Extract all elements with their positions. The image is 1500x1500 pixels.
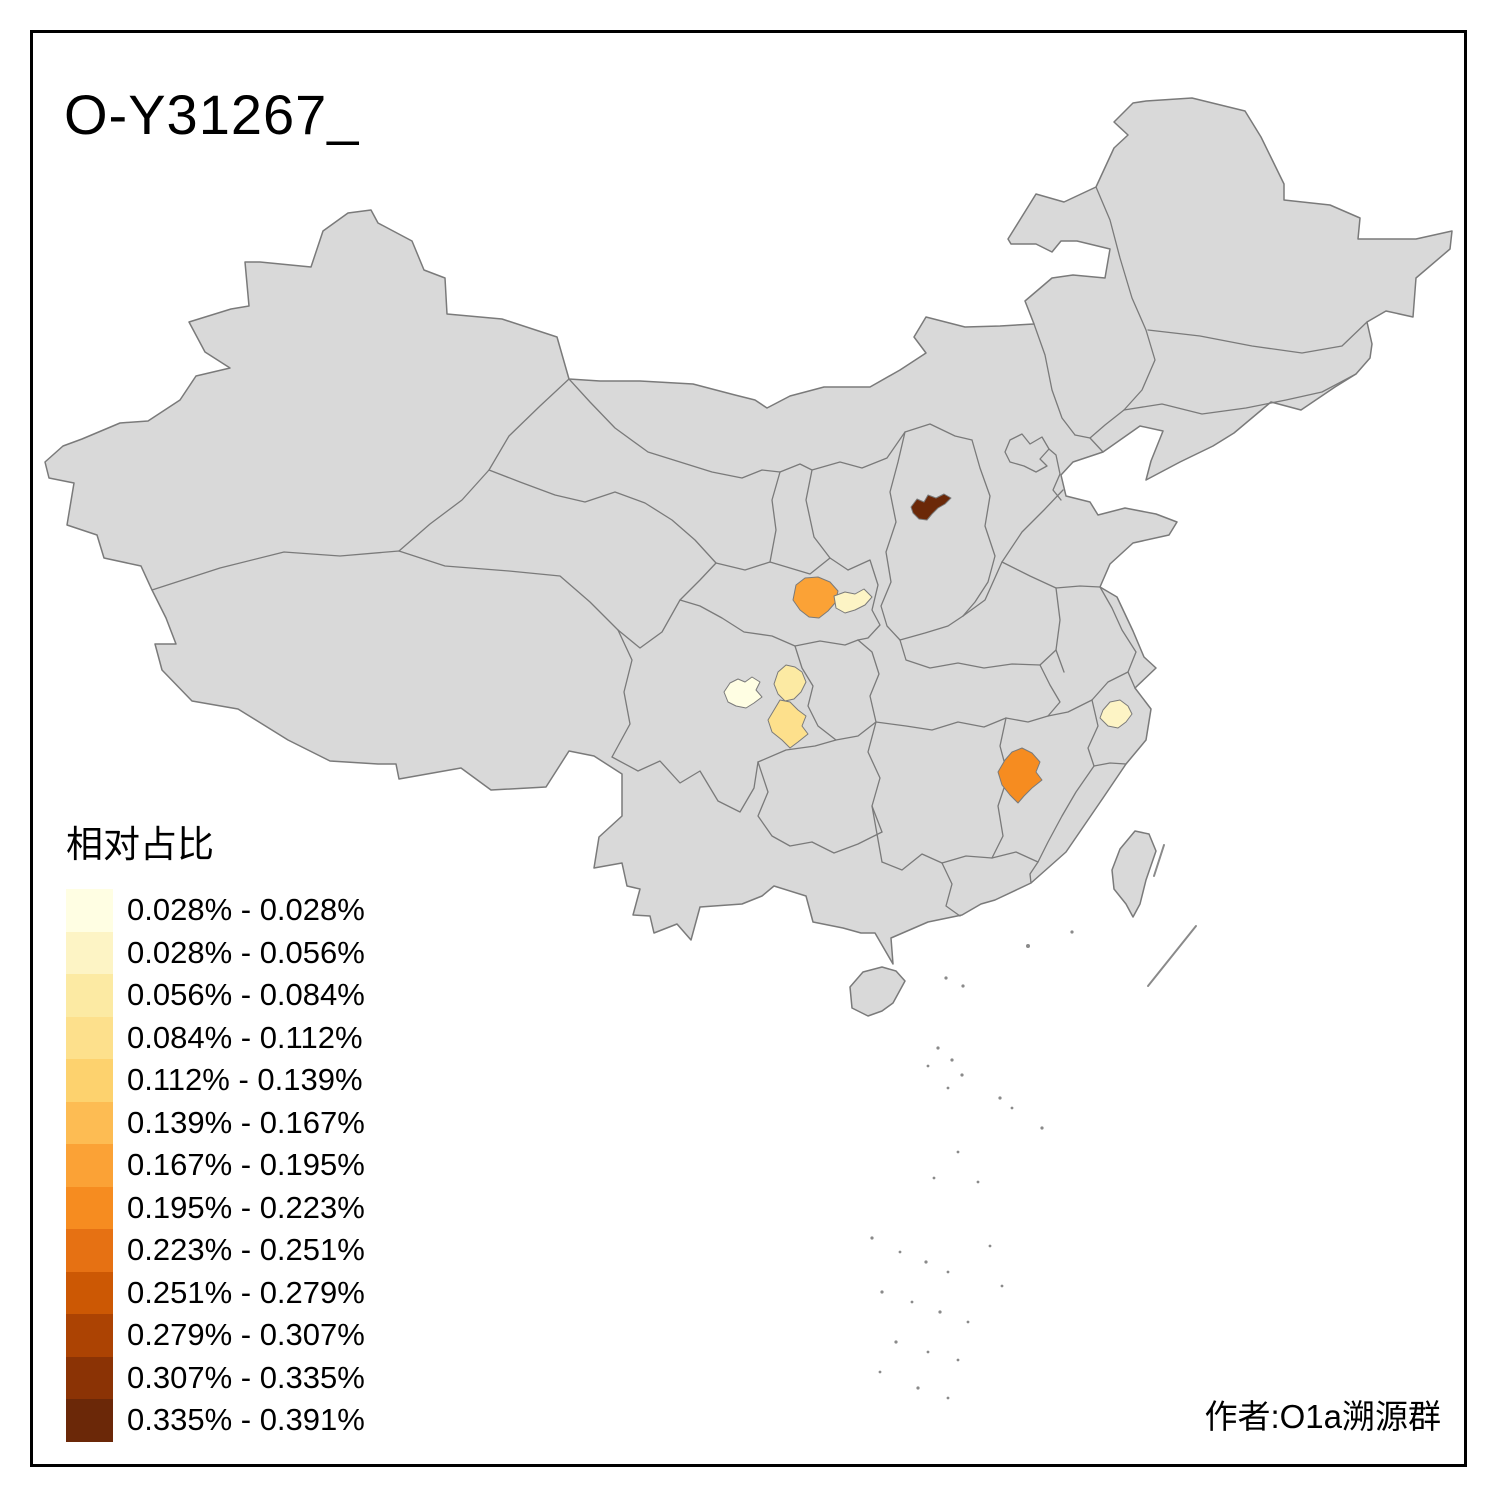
legend-swatch xyxy=(66,1229,113,1272)
highlight-region-4 xyxy=(723,676,763,709)
legend-label: 0.028% - 0.028% xyxy=(127,892,365,928)
highlight-region-7 xyxy=(997,747,1043,804)
legend-swatch xyxy=(66,1399,113,1442)
legend-row: 0.195% - 0.223% xyxy=(66,1186,365,1229)
legend-row: 0.084% - 0.112% xyxy=(66,1016,365,1059)
legend-label: 0.056% - 0.084% xyxy=(127,977,365,1013)
highlighted-regions xyxy=(723,493,1133,804)
highlight-region-1 xyxy=(910,493,952,521)
legend-swatch xyxy=(66,1144,113,1187)
legend-row: 0.251% - 0.279% xyxy=(66,1271,365,1314)
hainan-island xyxy=(849,966,906,1017)
legend-row: 0.307% - 0.335% xyxy=(66,1356,365,1399)
legend-swatch xyxy=(66,1314,113,1357)
legend-row: 0.279% - 0.307% xyxy=(66,1314,365,1357)
highlight-region-6 xyxy=(767,699,809,749)
legend-row: 0.056% - 0.084% xyxy=(66,974,365,1017)
legend-row: 0.028% - 0.056% xyxy=(66,931,365,974)
legend-title: 相对占比 xyxy=(66,824,214,865)
legend-label: 0.139% - 0.167% xyxy=(127,1104,365,1140)
legend-swatch xyxy=(66,1016,113,1059)
legend-swatch xyxy=(66,974,113,1017)
legend-swatch xyxy=(66,1059,113,1102)
legend-label: 0.028% - 0.056% xyxy=(127,934,365,970)
legend-swatch xyxy=(66,931,113,974)
legend-row: 0.223% - 0.251% xyxy=(66,1229,365,1272)
highlight-region-8 xyxy=(1099,699,1133,729)
china-mainland-outline xyxy=(44,97,1453,965)
taiwan-island xyxy=(1111,830,1157,918)
legend-label: 0.279% - 0.307% xyxy=(127,1317,365,1353)
legend-label: 0.195% - 0.223% xyxy=(127,1189,365,1225)
highlight-region-2 xyxy=(792,576,839,619)
sea-islands xyxy=(870,844,1197,1400)
legend-label: 0.084% - 0.112% xyxy=(127,1019,363,1055)
legend-row: 0.139% - 0.167% xyxy=(66,1101,365,1144)
map-legend: 相对占比 0.028% - 0.028% 0.028% - 0.056% 0.0… xyxy=(66,814,365,1442)
legend-label: 0.167% - 0.195% xyxy=(127,1147,365,1183)
legend-swatch xyxy=(66,1186,113,1229)
page-title: O-Y31267_ xyxy=(64,83,360,146)
legend-row: 0.167% - 0.195% xyxy=(66,1144,365,1187)
legend-label: 0.112% - 0.139% xyxy=(127,1062,363,1098)
legend-swatch xyxy=(66,1101,113,1144)
legend-row: 0.112% - 0.139% xyxy=(66,1059,365,1102)
author-credit: 作者:O1a溯源群 xyxy=(1204,1398,1441,1435)
legend-row: 0.028% - 0.028% xyxy=(66,889,365,932)
legend-label: 0.307% - 0.335% xyxy=(127,1359,365,1395)
legend-swatch xyxy=(66,1271,113,1314)
legend-row: 0.335% - 0.391% xyxy=(66,1399,365,1442)
legend-label: 0.335% - 0.391% xyxy=(127,1402,365,1438)
highlight-region-5 xyxy=(773,664,807,702)
legend-label: 0.251% - 0.279% xyxy=(127,1274,365,1310)
legend-swatch xyxy=(66,889,113,932)
highlight-region-3 xyxy=(833,588,873,614)
legend-swatch xyxy=(66,1356,113,1399)
legend-label: 0.223% - 0.251% xyxy=(127,1232,365,1268)
province-borders xyxy=(151,186,1368,917)
